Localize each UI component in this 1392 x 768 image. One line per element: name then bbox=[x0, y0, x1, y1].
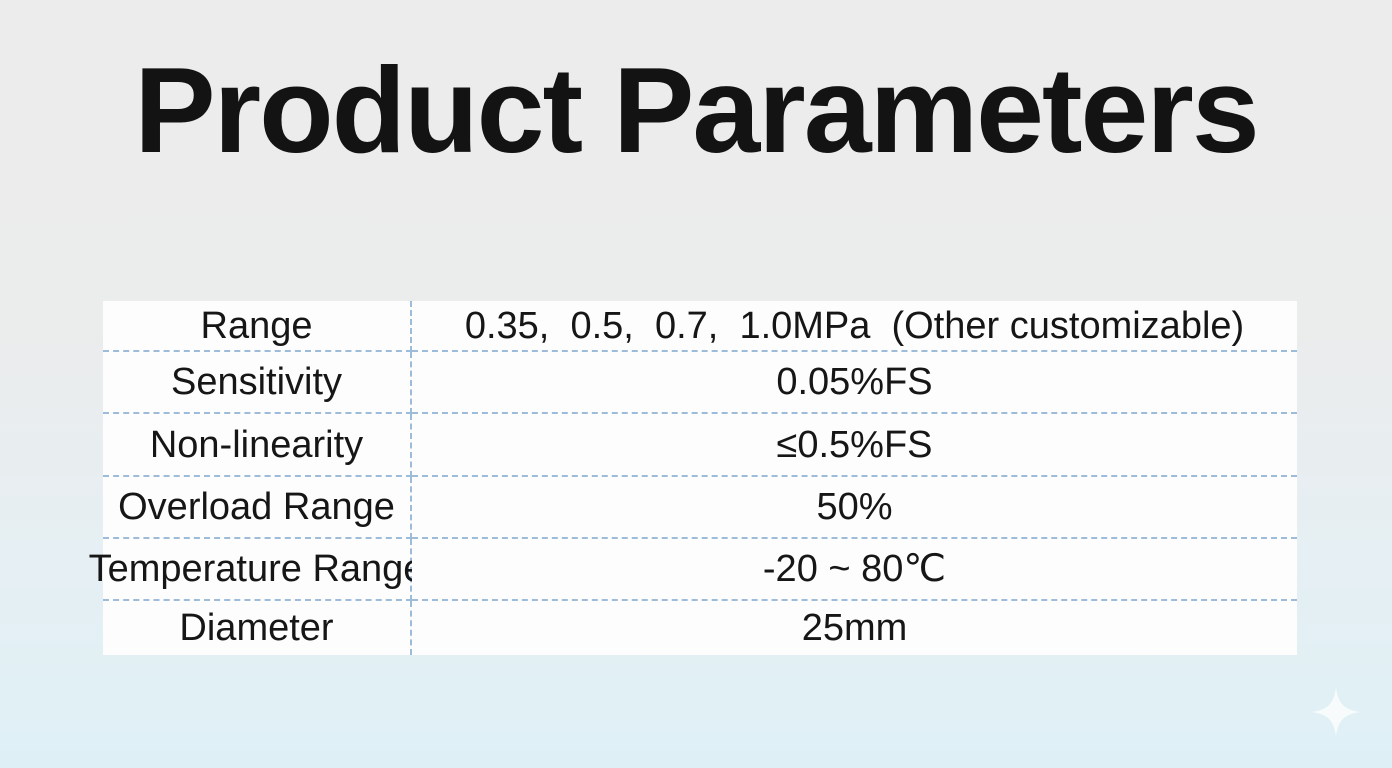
param-value-temperature-range: -20 ~ 80℃ bbox=[412, 539, 1297, 601]
param-label-temperature-range: Temperature Range bbox=[89, 539, 424, 601]
param-value-sensitivity: 0.05%FS bbox=[412, 352, 1297, 414]
page-title: Product Parameters bbox=[134, 42, 1259, 178]
product-parameters-table: Range 0.35, 0.5, 0.7, 1.0MPa (Other cust… bbox=[89, 301, 1297, 655]
param-value-overload-range: 50% bbox=[412, 477, 1297, 539]
param-label-overload-range: Overload Range bbox=[103, 477, 412, 539]
param-value-range: 0.35, 0.5, 0.7, 1.0MPa (Other customizab… bbox=[412, 301, 1297, 352]
param-label-non-linearity: Non-linearity bbox=[103, 414, 412, 477]
param-label-sensitivity: Sensitivity bbox=[103, 352, 412, 414]
sparkle-icon bbox=[1312, 688, 1360, 736]
param-value-diameter: 25mm bbox=[412, 601, 1297, 655]
param-value-non-linearity: ≤0.5%FS bbox=[412, 414, 1297, 477]
param-label-diameter: Diameter bbox=[103, 601, 412, 655]
param-label-range: Range bbox=[103, 301, 412, 352]
